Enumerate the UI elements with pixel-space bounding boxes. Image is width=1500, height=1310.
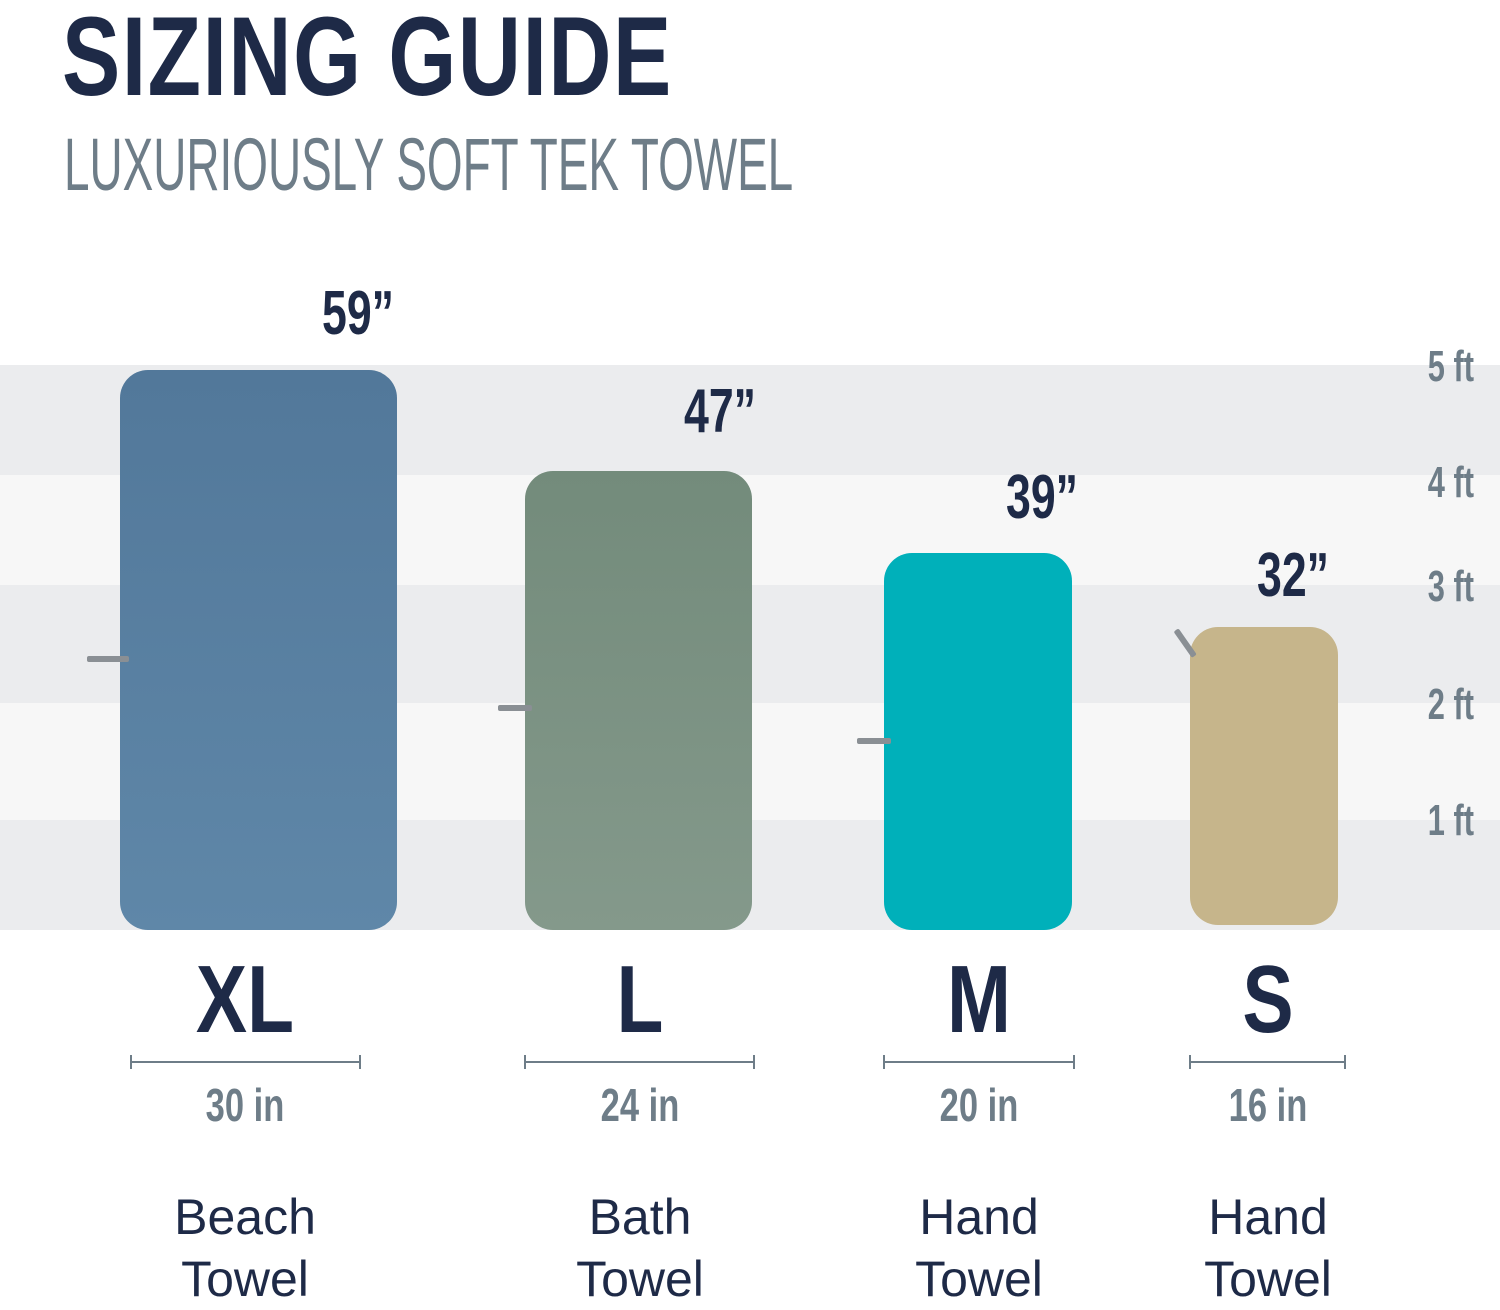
type-line: Towel: [181, 1251, 309, 1307]
size-label-m: M: [947, 946, 1011, 1053]
page-title: SIZING GUIDE: [62, 0, 673, 119]
type-label-xl: Beach Towel: [95, 1186, 395, 1310]
towel-xl: [120, 370, 397, 930]
type-label-l: Bath Towel: [490, 1186, 790, 1310]
length-label-m: 39”: [1006, 463, 1078, 532]
width-label-l: 24 in: [600, 1079, 680, 1131]
scale-label-5ft: 5 ft: [1427, 342, 1474, 391]
length-label-xl: 59”: [322, 279, 394, 348]
type-line: Hand: [1208, 1189, 1328, 1245]
width-label-m: 20 in: [939, 1079, 1019, 1131]
type-line: Hand: [919, 1189, 1039, 1245]
type-line: Beach: [174, 1189, 316, 1245]
width-rule: [524, 1055, 755, 1069]
length-label-s: 32”: [1257, 541, 1329, 610]
length-label-l: 47”: [684, 377, 756, 446]
towel-s: [1190, 627, 1338, 925]
hang-loop-icon: [87, 656, 129, 662]
type-line: Towel: [1204, 1251, 1332, 1307]
hang-loop-icon: [857, 738, 891, 744]
towel-l: [525, 471, 752, 930]
type-line: Bath: [588, 1189, 692, 1245]
size-label-l: L: [616, 946, 664, 1053]
width-rule: [1189, 1055, 1346, 1069]
type-line: Towel: [576, 1251, 704, 1307]
page-subtitle: LUXURIOUSLY SOFT TEK TOWEL: [64, 123, 794, 206]
towel-m: [884, 553, 1072, 930]
width-rule: [883, 1055, 1075, 1069]
width-label-s: 16 in: [1228, 1079, 1308, 1131]
type-label-s: Hand Towel: [1118, 1186, 1418, 1310]
scale-label-2ft: 2 ft: [1427, 680, 1474, 729]
width-label-xl: 30 in: [205, 1079, 285, 1131]
scale-label-4ft: 4 ft: [1427, 458, 1474, 507]
size-label-s: S: [1242, 946, 1294, 1053]
hang-loop-icon: [498, 705, 532, 711]
type-label-m: Hand Towel: [829, 1186, 1129, 1310]
scale-label-3ft: 3 ft: [1427, 562, 1474, 611]
size-label-xl: XL: [195, 946, 295, 1053]
type-line: Towel: [915, 1251, 1043, 1307]
width-rule: [130, 1055, 361, 1069]
scale-label-1ft: 1 ft: [1427, 796, 1474, 845]
